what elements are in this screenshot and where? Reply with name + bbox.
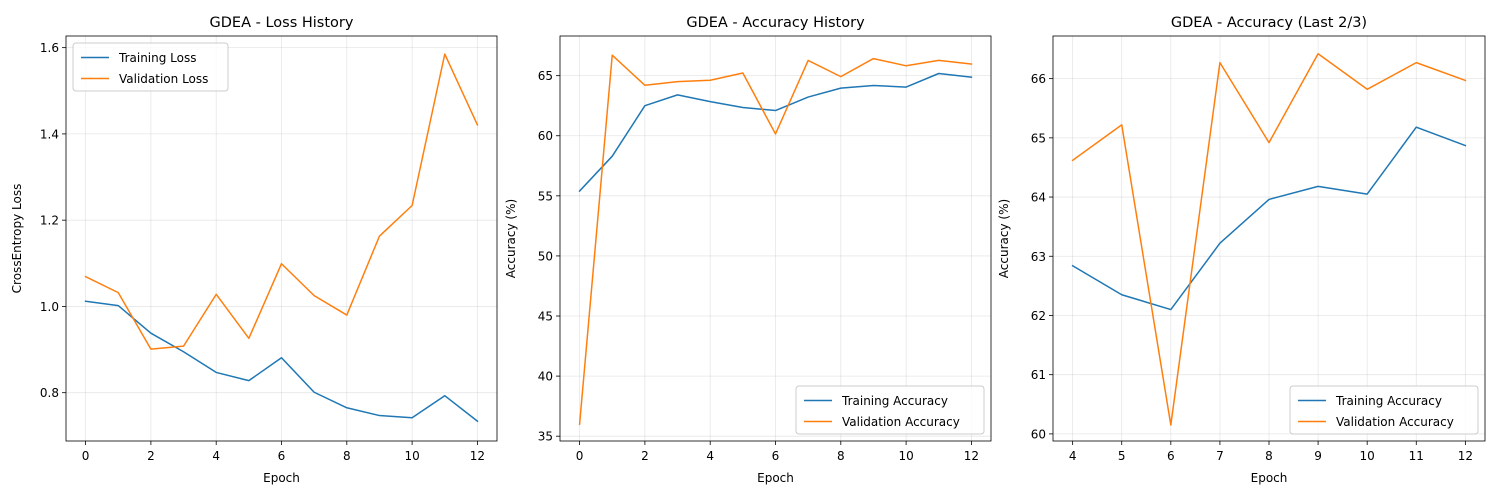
y-tick-label: 55 bbox=[538, 189, 553, 203]
y-axis-label: CrossEntropy Loss bbox=[10, 184, 24, 294]
x-tick-label: 5 bbox=[1118, 449, 1126, 463]
chart-panel-2: 0 2 4 6 8 10 12 35 40 45 50 55 60 65 GDEA - Accuracy H… bbox=[504, 15, 992, 485]
x-tick-label: 11 bbox=[1409, 449, 1424, 463]
x-axis-label: Epoch bbox=[1251, 471, 1288, 485]
chart-title: GDEA - Accuracy History bbox=[686, 15, 865, 31]
x-tick-label: 8 bbox=[343, 449, 351, 463]
series-line-validation bbox=[84, 53, 479, 350]
legend: Training Accuracy Validation Accuracy bbox=[795, 385, 985, 435]
y-tick-label: 40 bbox=[538, 370, 553, 384]
series-line-validation bbox=[1071, 53, 1467, 426]
x-tick-label: 0 bbox=[82, 449, 90, 463]
series-line-validation bbox=[578, 54, 973, 425]
y-tick-label: 35 bbox=[538, 430, 553, 444]
legend-frame bbox=[1289, 385, 1479, 435]
legend-label: Training Accuracy bbox=[1335, 394, 1442, 408]
chart-panel-3: 4 5 6 7 8 9 10 11 12 60 61 62 63 64 65 66 GDEA - Accurac… bbox=[997, 15, 1486, 485]
x-tick-label: 12 bbox=[470, 449, 485, 463]
x-tick-label: 8 bbox=[1265, 449, 1273, 463]
x-tick-label: 4 bbox=[1069, 449, 1077, 463]
y-tick-label: 1.2 bbox=[40, 214, 59, 228]
x-tick-label: 8 bbox=[837, 449, 845, 463]
x-tick-label: 6 bbox=[278, 449, 286, 463]
x-tick-label: 12 bbox=[964, 449, 979, 463]
y-tick-label: 62 bbox=[1031, 309, 1046, 323]
y-tick-label: 1.6 bbox=[40, 41, 59, 55]
x-tick-label: 0 bbox=[576, 449, 584, 463]
x-tick-label: 7 bbox=[1216, 449, 1224, 463]
chart-title: GDEA - Accuracy (Last 2/3) bbox=[1171, 15, 1367, 31]
x-tick-label: 12 bbox=[1458, 449, 1473, 463]
y-tick-label: 60 bbox=[1031, 427, 1046, 441]
y-tick-label: 61 bbox=[1031, 368, 1046, 382]
chart-panel-1: 0 2 4 6 8 10 12 0.8 1.0 1.2 1.4 1.6 GDEA - Loss Hist… bbox=[10, 15, 498, 485]
y-tick-label: 65 bbox=[1031, 131, 1046, 145]
x-tick-label: 2 bbox=[147, 449, 155, 463]
y-tick-label: 65 bbox=[538, 69, 553, 83]
y-tick-label: 50 bbox=[538, 249, 553, 263]
y-axis-label: Accuracy (%) bbox=[504, 199, 518, 278]
y-tick-label: 66 bbox=[1031, 72, 1046, 86]
legend-label: Training Accuracy bbox=[841, 394, 948, 408]
x-tick-label: 10 bbox=[1360, 449, 1375, 463]
series-line-training bbox=[1071, 126, 1467, 311]
y-axis-label: Accuracy (%) bbox=[997, 199, 1011, 278]
legend-label: Training Loss bbox=[118, 51, 196, 65]
series-line-training bbox=[84, 300, 479, 423]
legend-label: Validation Loss bbox=[119, 72, 208, 86]
x-tick-label: 9 bbox=[1314, 449, 1322, 463]
x-tick-label: 6 bbox=[772, 449, 780, 463]
x-tick-label: 6 bbox=[1167, 449, 1175, 463]
chart-title: GDEA - Loss History bbox=[210, 15, 354, 31]
x-tick-label: 2 bbox=[641, 449, 649, 463]
legend: Training Accuracy Validation Accuracy bbox=[1289, 385, 1479, 435]
x-tick-label: 4 bbox=[706, 449, 714, 463]
y-tick-label: 64 bbox=[1031, 191, 1046, 205]
y-tick-label: 0.8 bbox=[40, 386, 59, 400]
y-tick-label: 60 bbox=[538, 129, 553, 143]
x-tick-label: 4 bbox=[212, 449, 220, 463]
y-tick-label: 1.0 bbox=[40, 300, 59, 314]
legend-frame bbox=[72, 42, 229, 92]
legend-label: Validation Accuracy bbox=[842, 415, 960, 429]
legend-label: Validation Accuracy bbox=[1336, 415, 1454, 429]
x-axis-label: Epoch bbox=[263, 471, 300, 485]
legend-frame bbox=[795, 385, 985, 435]
y-tick-label: 45 bbox=[538, 310, 553, 324]
x-tick-label: 10 bbox=[404, 449, 419, 463]
x-axis-label: Epoch bbox=[757, 471, 794, 485]
y-tick-label: 1.4 bbox=[40, 127, 59, 141]
y-tick-label: 63 bbox=[1031, 250, 1046, 264]
x-tick-label: 10 bbox=[898, 449, 913, 463]
legend: Training Loss Validation Loss bbox=[72, 42, 229, 92]
series-line-training bbox=[578, 72, 973, 193]
